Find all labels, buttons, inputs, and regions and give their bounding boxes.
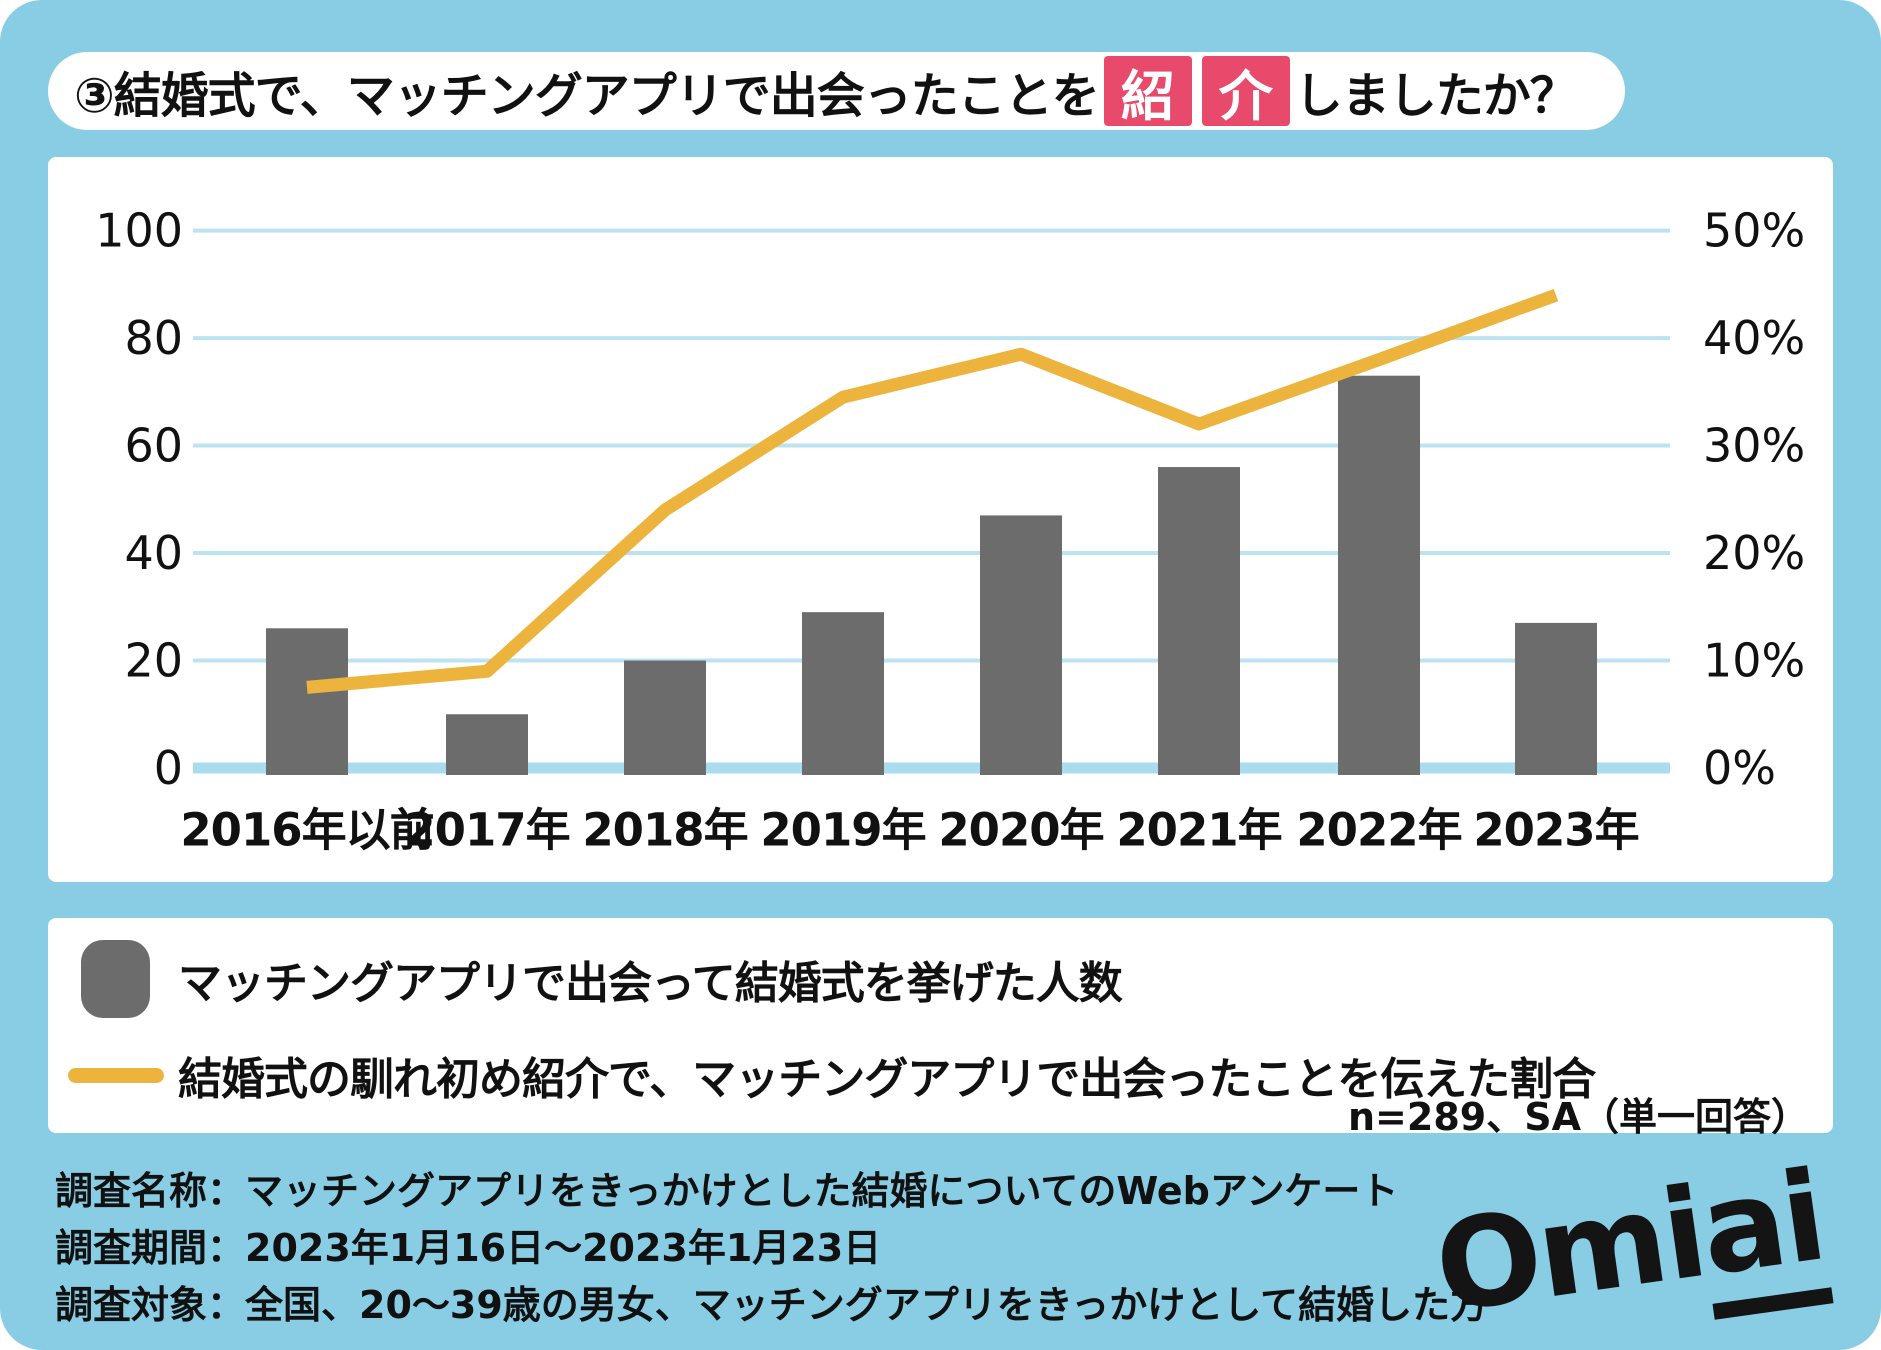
title-suffix: しましたか？ (1294, 68, 1578, 124)
bar (1338, 375, 1420, 775)
chart-panel: 100 50% 80 40% 60 30% 40 20% 20 10% 0 0% 2016年以前 2017… (48, 157, 1833, 882)
x-axis-label: 2016年以前 (180, 804, 433, 857)
trend-line (306, 288, 1559, 694)
right-axis-tick: 50% (1703, 204, 1805, 258)
left-axis-tick: 0 (154, 741, 183, 795)
x-axis-label: 2022年 (1296, 804, 1461, 857)
right-axis-tick: 40% (1703, 311, 1805, 365)
omiai-logo: Omiai (1427, 1139, 1873, 1341)
bar (446, 714, 528, 775)
bar (1158, 467, 1240, 775)
omiai-logo-underlined: ai (1692, 1144, 1834, 1320)
legend-bar-label: マッチングアプリで出会って結婚式を挙げた人数 (178, 958, 1123, 1009)
x-axis-label: 2021年 (1116, 804, 1281, 857)
title-bar: ③結婚式で、マッチングアプリで出会ったことを 紹 介 しましたか？ (48, 52, 1625, 130)
survey-details: 調査名称：マッチングアプリをきっかけとした結婚についてのWebアンケート 調査期… (55, 1163, 1488, 1334)
legend-bar-swatch (81, 940, 150, 1018)
title-prefix: ③結婚式で、マッチングアプリで出会ったことを (74, 68, 1100, 124)
survey-target-line: 調査対象：全国、20～39歳の男女、マッチングアプリをきっかけとして結婚した方 (55, 1283, 1489, 1327)
legend-panel: マッチングアプリで出会って結婚式を挙げた人数 結婚式の馴れ初め紹介で、マッチング… (48, 918, 1833, 1139)
left-axis-tick: 100 (95, 204, 183, 258)
bar (1515, 622, 1597, 775)
left-axis-tick: 40 (124, 526, 183, 580)
title-highlight-box-2: 介 (1201, 56, 1290, 128)
title-highlight-box-1: 紹 (1103, 56, 1192, 128)
x-axis-label: 2019年 (760, 804, 925, 857)
x-axis-label: 2020年 (938, 804, 1103, 857)
right-axis-tick: 20% (1703, 526, 1805, 580)
bar (266, 628, 348, 775)
survey-period-line: 調査期間：2023年1月16日～2023年1月23日 (55, 1226, 882, 1270)
right-axis-tick: 30% (1703, 419, 1805, 473)
sample-size-note: n=289、SA（単一回答） (1348, 1095, 1809, 1139)
right-axis-tick: 0% (1703, 741, 1776, 795)
survey-name-line: 調査名称：マッチングアプリをきっかけとした結婚についてのWebアンケート (55, 1169, 1399, 1213)
bar (624, 660, 706, 775)
left-axis-tick: 80 (124, 311, 183, 365)
x-axis-label: 2018年 (582, 804, 747, 857)
bar (980, 515, 1062, 775)
legend-line-label: 結婚式の馴れ初め紹介で、マッチングアプリで出会ったことを伝えた割合 (178, 1054, 1596, 1105)
left-axis-tick: 60 (124, 419, 183, 473)
right-axis-tick: 10% (1703, 634, 1805, 688)
x-axis-label: 2017年 (404, 804, 569, 857)
combo-chart: 100 50% 80 40% 60 30% 40 20% 20 10% 0 0% 2016年以前2017… (95, 204, 1805, 857)
x-axis-label: 2023年 (1473, 804, 1638, 857)
legend-line-swatch (68, 1067, 164, 1083)
left-axis-tick: 20 (124, 634, 183, 688)
bar (802, 612, 884, 775)
